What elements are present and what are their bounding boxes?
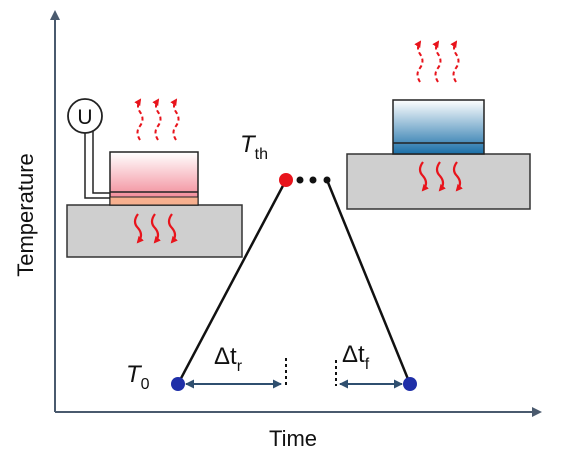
wavy-arrow-up-icon <box>134 98 180 141</box>
dots-icon <box>296 176 331 184</box>
cold-sample <box>392 99 485 155</box>
heating-setup: U <box>66 98 243 258</box>
fall-time-label: Δtf <box>342 341 370 373</box>
hot-substrate <box>66 204 243 258</box>
end-point <box>403 377 417 391</box>
voltage-source-label: U <box>77 106 92 129</box>
temperature-curve <box>171 173 417 391</box>
heater-film <box>109 196 199 206</box>
heater-wire-inner <box>92 131 110 194</box>
heater-wire-outer <box>84 133 110 199</box>
threshold-point <box>279 173 293 187</box>
wavy-arrow-down-icon <box>133 213 178 244</box>
circle-u-icon: U <box>67 98 103 134</box>
axes <box>50 10 542 417</box>
cooling-setup <box>346 40 531 210</box>
rise-time-label: Δtr <box>214 343 243 375</box>
y-axis-label: Temperature <box>13 153 38 277</box>
hot-sample <box>109 151 199 206</box>
threshold-label: Tth <box>240 131 268 163</box>
rise-segment <box>176 179 288 385</box>
x-axis-label: Time <box>269 426 317 451</box>
fall-time-span: Δtf <box>335 341 403 389</box>
base-temperature-label: T0 <box>126 361 150 393</box>
wavy-arrow-down-icon <box>418 161 463 192</box>
fall-segment <box>325 179 412 385</box>
start-point <box>171 377 185 391</box>
wavy-arrow-up-icon <box>414 40 460 83</box>
rise-time-span: Δtr <box>185 343 287 389</box>
